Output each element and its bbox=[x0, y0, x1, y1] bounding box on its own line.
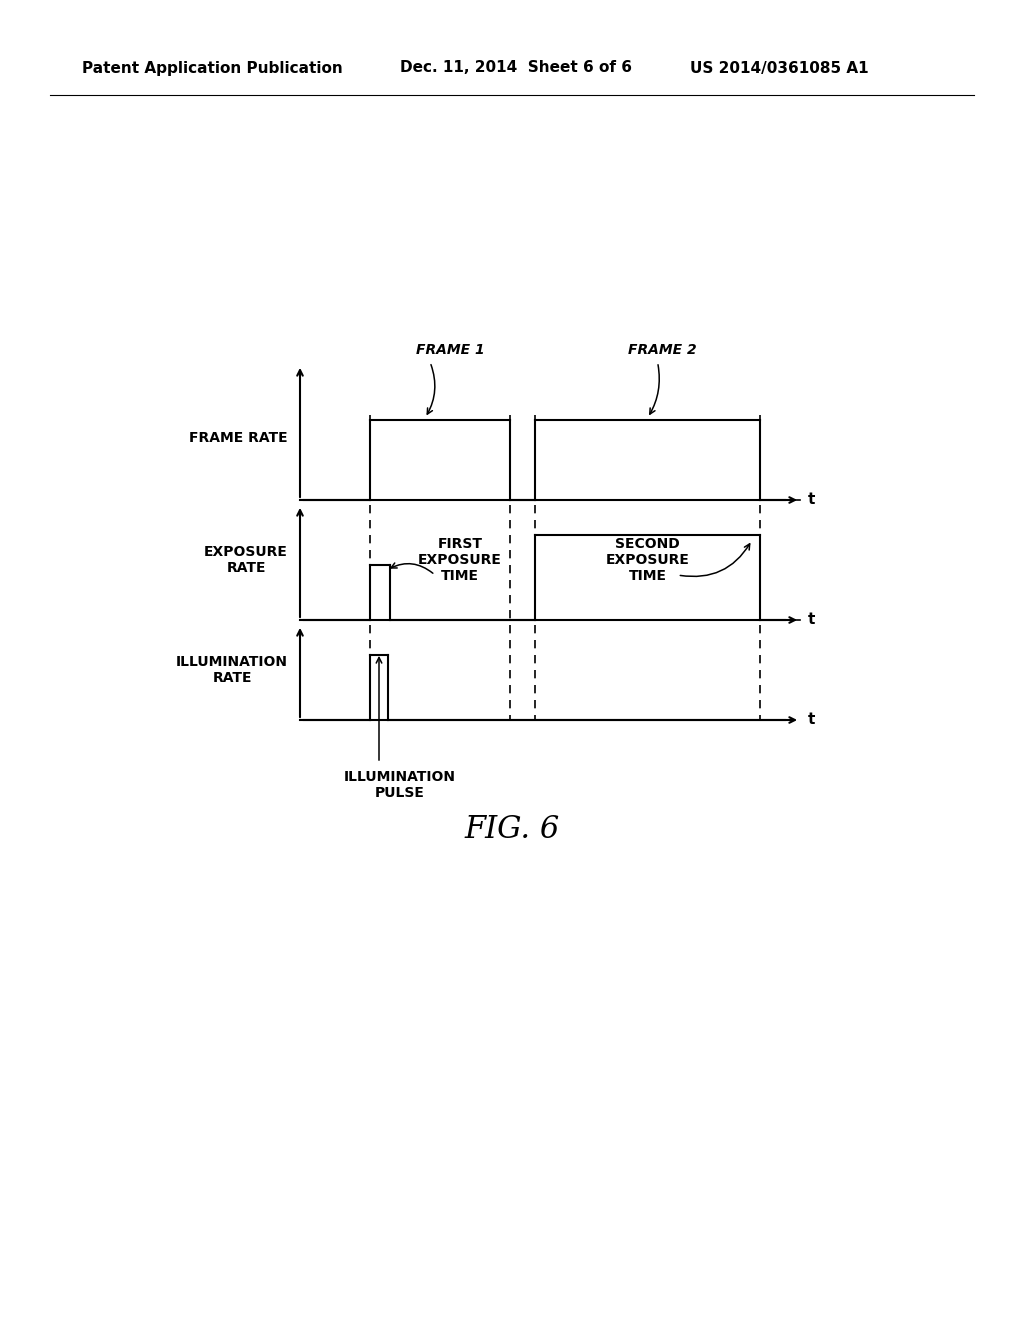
Text: t: t bbox=[808, 713, 815, 727]
Text: t: t bbox=[808, 492, 815, 507]
Text: US 2014/0361085 A1: US 2014/0361085 A1 bbox=[690, 61, 868, 75]
Text: FRAME 2: FRAME 2 bbox=[628, 343, 696, 356]
Text: FRAME 1: FRAME 1 bbox=[416, 343, 484, 356]
Text: t: t bbox=[808, 612, 815, 627]
Text: ILLUMINATION
RATE: ILLUMINATION RATE bbox=[176, 655, 288, 685]
Text: FRAME RATE: FRAME RATE bbox=[189, 430, 288, 445]
Text: FIG. 6: FIG. 6 bbox=[464, 814, 560, 846]
Text: SECOND
EXPOSURE
TIME: SECOND EXPOSURE TIME bbox=[605, 537, 689, 583]
Text: ILLUMINATION
PULSE: ILLUMINATION PULSE bbox=[344, 770, 456, 800]
Text: Dec. 11, 2014  Sheet 6 of 6: Dec. 11, 2014 Sheet 6 of 6 bbox=[400, 61, 632, 75]
Text: EXPOSURE
RATE: EXPOSURE RATE bbox=[204, 545, 288, 576]
Text: FIRST
EXPOSURE
TIME: FIRST EXPOSURE TIME bbox=[418, 537, 502, 583]
Text: Patent Application Publication: Patent Application Publication bbox=[82, 61, 343, 75]
